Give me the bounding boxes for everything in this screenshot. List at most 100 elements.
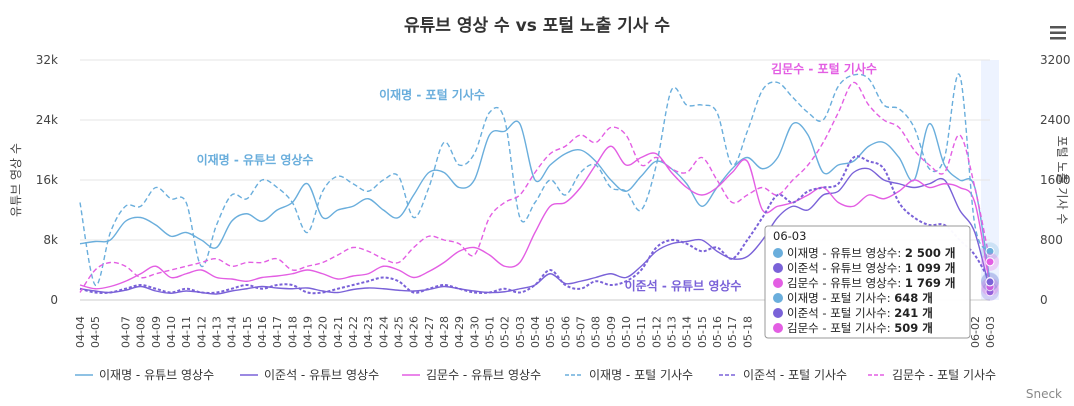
x-tick-label: 05-02 — [499, 316, 512, 348]
annotation-label: 이재명 - 포털 기사수 — [379, 87, 485, 102]
x-tick-label: 04-17 — [271, 316, 284, 348]
x-tick-label: 05-15 — [696, 316, 709, 348]
legend-item[interactable]: 이재명 - 포털 기사수 — [565, 368, 693, 382]
x-tick-label: 04-26 — [408, 316, 421, 348]
x-tick-label: 04-23 — [362, 316, 375, 348]
x-tick-label: 05-17 — [726, 316, 739, 348]
x-tick-label: 04-19 — [302, 316, 315, 348]
x-tick-label: 05-14 — [681, 316, 694, 348]
x-tick-label: 05-13 — [666, 316, 679, 348]
x-tick-label: 04-30 — [468, 316, 481, 348]
x-tick-label: 05-05 — [544, 316, 557, 348]
legend-item[interactable]: 이준석 - 유튜브 영상수 — [240, 368, 379, 382]
tooltip-row-value: 648 개 — [894, 291, 933, 305]
legend-label: 이준석 - 포털 기사수 — [743, 368, 847, 382]
x-tick-label: 04-08 — [135, 316, 148, 348]
series-line-4[interactable] — [79, 155, 991, 295]
x-tick-label: 04-18 — [286, 316, 299, 348]
annotation-label: 이준석 - 유튜브 영상수 — [625, 278, 742, 293]
tooltip-row: 김문수 - 포털 기사수: 509 개 — [787, 321, 933, 335]
x-tick-label: 06-03 — [984, 316, 997, 348]
x-tick-label: 04-04 — [74, 316, 87, 348]
tooltip-row-label: 이재명 - 유튜브 영상수: — [787, 246, 905, 260]
tooltip-swatch — [773, 248, 783, 258]
legend-item[interactable]: 김문수 - 유튜브 영상수 — [402, 368, 541, 382]
tooltip-row-value: 241 개 — [894, 306, 933, 320]
series-line-5[interactable] — [79, 81, 991, 293]
tooltip-row-label: 이재명 - 포털 기사수: — [787, 291, 894, 305]
tooltip-row-label: 김문수 - 포털 기사수: — [787, 321, 894, 335]
x-tick-label: 04-13 — [211, 316, 224, 348]
tooltip-row: 김문수 - 유튜브 영상수: 1 769 개 — [787, 276, 955, 290]
x-tick-label: 04-25 — [393, 316, 406, 348]
hamburger-menu-icon[interactable] — [1046, 22, 1068, 42]
x-tick-label: 05-12 — [650, 316, 663, 348]
y-left-tick-label: 16k — [36, 173, 58, 187]
x-tick-label: 04-29 — [453, 316, 466, 348]
x-tick-label: 04-07 — [120, 316, 133, 348]
x-tick-label: 05-10 — [620, 316, 633, 348]
y-axis-right-title: 포털 노출 기사 수 — [1055, 136, 1069, 225]
legend-label: 이재명 - 포털 기사수 — [589, 368, 693, 382]
x-tick-label: 04-11 — [180, 316, 193, 348]
x-tick-label: 05-18 — [741, 316, 754, 348]
tooltip-row: 이재명 - 유튜브 영상수: 2 500 개 — [787, 246, 955, 260]
legend-label: 이재명 - 유튜브 영상수 — [99, 368, 214, 382]
tooltip-row: 이준석 - 포털 기사수: 241 개 — [787, 306, 933, 320]
series-line-1[interactable] — [79, 167, 991, 295]
annotation-layer: 이재명 - 유튜브 영상수 이재명 - 포털 기사수 김문수 - 포털 기사수이준석… — [197, 61, 877, 293]
series-line-3[interactable] — [79, 73, 991, 286]
x-tick-label: 04-14 — [226, 316, 239, 348]
tooltip-row-value: 1 769 개 — [905, 276, 956, 290]
x-tick-label: 05-08 — [590, 316, 603, 348]
hover-markers — [981, 242, 999, 301]
x-tick-label: 05-09 — [605, 316, 618, 348]
x-tick-label: 04-05 — [89, 316, 102, 348]
legend-label: 김문수 - 유튜브 영상수 — [426, 368, 541, 382]
x-tick-label: 05-01 — [484, 316, 497, 348]
annotation-label: 이재명 - 유튜브 영상수 — [197, 152, 314, 167]
x-tick-label: 05-06 — [559, 316, 572, 348]
x-tick-label: 04-12 — [195, 316, 208, 348]
x-tick-label: 06-02 — [969, 316, 982, 348]
legend: 이재명 - 유튜브 영상수 이준석 - 유튜브 영상수 김문수 - 유튜브 영상수 이… — [75, 368, 996, 382]
tooltip-row: 이준석 - 유튜브 영상수: 1 099 개 — [787, 261, 955, 275]
legend-label: 이준석 - 유튜브 영상수 — [264, 368, 379, 382]
y-left-tick-label: 0 — [50, 293, 58, 307]
tooltip-swatch — [773, 293, 783, 303]
tooltip-row-value: 2 500 개 — [905, 246, 956, 260]
x-tick-label: 04-09 — [150, 316, 163, 348]
x-axis-ticks: 04-04 04-05 04-07 04-08 04-09 04-10 04-11 04-12… — [74, 316, 997, 348]
y-left-tick-label: 24k — [36, 113, 58, 127]
x-tick-label: 04-20 — [317, 316, 330, 348]
hover-marker — [985, 257, 995, 267]
y-right-tick-label: 0 — [1040, 293, 1048, 307]
y-right-tick-label: 1600 — [1040, 173, 1071, 187]
tooltip-row-label: 이준석 - 포털 기사수: — [787, 306, 894, 320]
x-tick-label: 05-11 — [635, 316, 648, 348]
tooltip-row-value: 1 099 개 — [905, 261, 956, 275]
series-line-2[interactable] — [79, 145, 991, 290]
legend-item[interactable]: 김문수 - 포털 기사수 — [868, 368, 996, 382]
tooltip-row-label: 이준석 - 유튜브 영상수: — [787, 261, 905, 275]
x-tick-label: 04-27 — [423, 316, 436, 348]
series-layer — [79, 73, 991, 295]
tooltip-row-label: 김문수 - 유튜브 영상수: — [787, 276, 905, 290]
series-line-0[interactable] — [79, 120, 991, 282]
x-tick-label: 04-15 — [241, 316, 254, 348]
legend-label: 김문수 - 포털 기사수 — [892, 368, 996, 382]
y-left-tick-label: 32k — [36, 53, 58, 67]
y-axis-left-title: 유튜브 영상 수 — [9, 143, 23, 217]
x-tick-label: 04-16 — [256, 316, 269, 348]
tooltip-swatch — [773, 278, 783, 288]
y-axis-left-ticks: 0 8k 16k 24k 32k — [36, 53, 58, 307]
legend-item[interactable]: 이재명 - 유튜브 영상수 — [75, 368, 214, 382]
credit-text[interactable]: Sneck — [1026, 387, 1062, 401]
tooltip-swatch — [773, 323, 783, 333]
y-right-tick-label: 2400 — [1040, 113, 1071, 127]
tooltip-date: 06-03 — [773, 229, 806, 243]
legend-item[interactable]: 이준석 - 포털 기사수 — [719, 368, 847, 382]
tooltip-row-value: 509 개 — [894, 321, 933, 335]
